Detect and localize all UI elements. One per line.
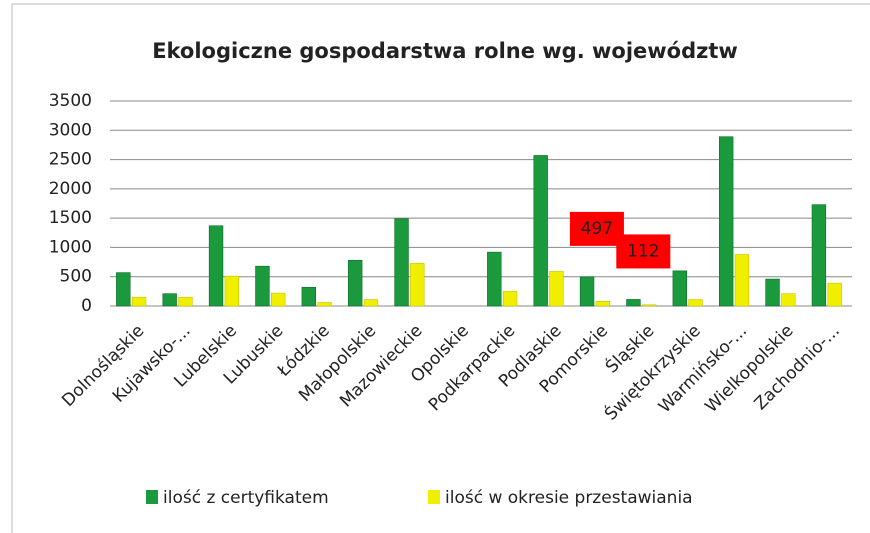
- y-tick-label: 3500: [49, 91, 92, 111]
- bar: [626, 299, 641, 307]
- data-label: 112: [627, 241, 659, 261]
- bar: [502, 291, 518, 307]
- bar: [178, 296, 193, 307]
- bar: [672, 270, 687, 307]
- bar: [162, 293, 177, 307]
- bar: [827, 282, 842, 307]
- bar: [255, 265, 270, 307]
- bar: [317, 302, 332, 307]
- bar: [533, 155, 548, 307]
- bar: [131, 296, 147, 307]
- bar: [765, 278, 780, 307]
- bar: [781, 293, 796, 307]
- legend-swatch: [146, 490, 158, 504]
- y-tick-label: 1500: [49, 208, 92, 228]
- bar: [224, 275, 240, 307]
- bar: [410, 262, 425, 307]
- bar: [347, 260, 363, 307]
- bar: [116, 272, 131, 307]
- bar: [271, 292, 286, 307]
- bar: [595, 301, 611, 307]
- bar: [363, 299, 379, 307]
- bar: [549, 271, 564, 307]
- bar: [301, 286, 316, 307]
- bar: [718, 136, 734, 307]
- bar: [734, 254, 750, 307]
- data-label-box: [616, 234, 671, 269]
- bar: [579, 276, 595, 307]
- bar: [688, 299, 703, 307]
- y-tick-label: 500: [60, 267, 92, 287]
- y-tick-label: 2000: [49, 179, 92, 199]
- chart-title: Ekologiczne gospodarstwa rolne wg. wojew…: [152, 39, 738, 63]
- bar: [642, 304, 657, 307]
- bar: [394, 218, 409, 307]
- y-tick-label: 3000: [49, 120, 92, 140]
- legend-swatch: [428, 490, 440, 504]
- legend-label: ilość z certyfikatem: [163, 488, 329, 508]
- y-tick-label: 0: [81, 296, 92, 316]
- bar: [487, 251, 502, 307]
- bar: [811, 204, 827, 307]
- legend-label: ilość w okresie przestawiania: [445, 488, 693, 508]
- y-tick-label: 2500: [49, 150, 92, 170]
- data-label-box: [569, 211, 624, 246]
- y-tick-label: 1000: [49, 237, 92, 257]
- bar: [208, 225, 224, 307]
- data-label: 497: [581, 219, 613, 239]
